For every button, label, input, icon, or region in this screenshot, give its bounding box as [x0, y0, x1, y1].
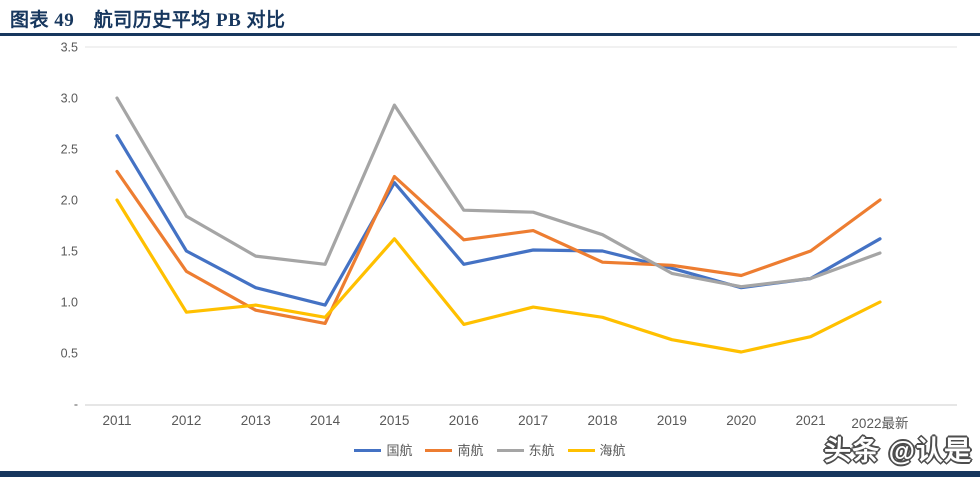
series-line-国航: [115, 134, 882, 307]
legend-swatch: [425, 448, 453, 452]
x-tick-label: 2015: [379, 413, 409, 428]
legend-item: 海航: [567, 442, 626, 458]
pb-line-chart: - 0.5 1.0 1.5 2.0 2.5 3.0 3.5 2011 2012 2013 2014 20…: [61, 41, 957, 431]
legend-item: 东航: [496, 442, 555, 458]
legend-label: 东航: [528, 442, 555, 458]
chart-legend: 国航 南航 东航 海航: [0, 441, 980, 459]
y-tick-label: -: [74, 398, 78, 412]
x-tick-label: 2013: [241, 413, 271, 428]
legend-swatch: [354, 448, 382, 452]
y-tick-label: 3.0: [61, 92, 78, 106]
y-tick-label: 1.0: [61, 296, 78, 310]
y-tick-label: 2.5: [61, 143, 78, 157]
series-line-东航: [115, 96, 882, 289]
x-tick-label: 2020: [726, 413, 756, 428]
legend-swatch: [496, 448, 524, 452]
bottom-accent-bar: [0, 471, 980, 477]
x-tick-label: 2014: [310, 413, 341, 428]
x-tick-label: 2022最新: [851, 416, 908, 431]
y-tick-label: 0.5: [61, 347, 78, 361]
x-tick-label: 2016: [449, 413, 479, 428]
series-line-海航: [115, 198, 882, 354]
y-tick-label: 2.0: [61, 194, 78, 208]
watermark-text: 头条 @认是: [824, 436, 972, 466]
x-tick-label: 2011: [102, 413, 131, 428]
legend-swatch: [567, 448, 595, 452]
legend-item: 南航: [425, 442, 484, 458]
series-line-南航: [115, 169, 882, 325]
figure-title: 图表 49 航司历史平均 PB 对比: [10, 10, 286, 31]
legend-label: 国航: [386, 442, 413, 458]
x-tick-label: 2012: [171, 413, 201, 428]
x-tick-label: 2017: [518, 413, 548, 428]
legend-label: 海航: [599, 442, 626, 458]
y-tick-label: 1.5: [61, 245, 78, 259]
x-tick-label: 2018: [587, 413, 617, 428]
title-rule: [0, 33, 980, 36]
y-tick-label: 3.5: [61, 41, 78, 55]
legend-item: 国航: [354, 444, 412, 457]
legend-label: 南航: [457, 442, 484, 458]
x-tick-label: 2019: [657, 413, 687, 428]
x-tick-label: 2021: [796, 413, 826, 428]
